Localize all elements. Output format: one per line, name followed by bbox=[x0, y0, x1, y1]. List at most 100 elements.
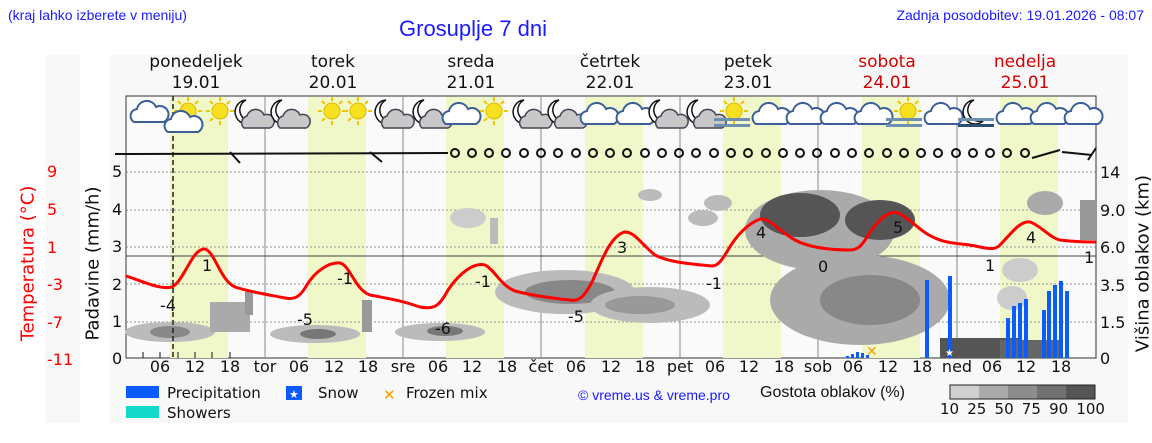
precipitation-bars bbox=[846, 276, 1069, 358]
day-name: četrtek bbox=[579, 52, 641, 72]
frozen-mix-marker: ✕ bbox=[866, 344, 878, 360]
day-date: 20.01 bbox=[308, 73, 358, 93]
day-name: sobota bbox=[858, 52, 916, 72]
temp-tick: 5 bbox=[47, 200, 58, 219]
x-tick: 06 bbox=[427, 357, 449, 376]
x-tick: pet bbox=[666, 357, 694, 376]
page-title: Grosuplje 7 dni bbox=[399, 16, 547, 41]
x-tick: 06 bbox=[704, 357, 726, 376]
x-tick: ned bbox=[941, 357, 973, 376]
day-date: 19.01 bbox=[171, 73, 221, 93]
day-date: 25.01 bbox=[1000, 73, 1050, 93]
temp-ticks: 9 5 1 -3 -7 -11 bbox=[45, 160, 80, 370]
svg-text:1: 1 bbox=[202, 256, 212, 275]
day-name: ponedeljek bbox=[149, 52, 243, 72]
density-tick: 10 bbox=[940, 400, 960, 418]
x-tick: 06 bbox=[981, 357, 1003, 376]
svg-text:1: 1 bbox=[1084, 248, 1094, 267]
temp-tick: -3 bbox=[47, 275, 63, 294]
temp-tick: -11 bbox=[47, 350, 74, 369]
height-tick: 14 bbox=[1100, 163, 1121, 182]
svg-text:-5: -5 bbox=[297, 310, 313, 329]
density-tick: 75 bbox=[1021, 400, 1041, 418]
temp-tick: -7 bbox=[47, 313, 63, 332]
density-tick: 50 bbox=[994, 400, 1014, 418]
density-tick: 25 bbox=[967, 400, 987, 418]
day-date: 24.01 bbox=[862, 73, 912, 93]
legend-precip-swatch bbox=[126, 386, 159, 398]
x-tick: sob bbox=[803, 357, 833, 376]
legend-frozen-mix-icon: ✕ bbox=[383, 386, 396, 404]
precip-tick: 5 bbox=[112, 162, 123, 181]
day-header: nedelja 25.01 bbox=[965, 52, 1085, 94]
day-date: 23.01 bbox=[723, 73, 773, 93]
svg-text:★: ★ bbox=[289, 388, 299, 401]
x-tick: 06 bbox=[288, 357, 310, 376]
x-tick: 18 bbox=[219, 357, 241, 376]
temperature-line bbox=[125, 210, 1097, 310]
x-tick: 18 bbox=[357, 357, 379, 376]
location-hint: (kraj lahko izberete v meniju) bbox=[8, 7, 187, 23]
legend-frozen-mix: Frozen mix bbox=[406, 384, 488, 402]
x-tick: čet bbox=[528, 357, 554, 376]
svg-text:-4: -4 bbox=[160, 296, 176, 315]
day-header: ponedeljek 19.01 bbox=[136, 52, 256, 94]
wind-barbs bbox=[114, 151, 449, 164]
precip-tick: 2 bbox=[112, 275, 123, 294]
svg-text:-1: -1 bbox=[475, 272, 491, 291]
cloud-density-ticks: 10 25 50 75 90 100 bbox=[940, 400, 1105, 418]
height-tick: 9.0 bbox=[1100, 201, 1126, 220]
density-tick: 90 bbox=[1049, 400, 1069, 418]
temp-axis-panel bbox=[45, 55, 80, 423]
copyright-link[interactable]: © vreme.us & vreme.pro bbox=[578, 387, 730, 403]
x-tick: 18 bbox=[496, 357, 518, 376]
snow-marker: ★ bbox=[945, 348, 954, 359]
legend-precipitation: Precipitation bbox=[167, 384, 261, 402]
x-tick: 12 bbox=[877, 357, 899, 376]
day-name: sreda bbox=[447, 52, 495, 72]
weather-icons bbox=[129, 96, 1104, 133]
legend-snow: Snow bbox=[318, 384, 359, 402]
svg-text:-5: -5 bbox=[568, 307, 584, 326]
x-tick: 12 bbox=[738, 357, 760, 376]
x-tick: 12 bbox=[323, 357, 345, 376]
height-tick: 6.0 bbox=[1100, 238, 1126, 257]
svg-text:1: 1 bbox=[985, 256, 995, 275]
svg-text:-1: -1 bbox=[337, 269, 353, 288]
day-date: 22.01 bbox=[585, 73, 635, 93]
svg-text:-1: -1 bbox=[706, 274, 722, 293]
legend-showers-swatch bbox=[126, 406, 159, 418]
day-name: nedelja bbox=[993, 52, 1057, 72]
day-header: sreda 21.01 bbox=[411, 52, 531, 94]
svg-text:4: 4 bbox=[1026, 228, 1036, 247]
last-updated: Zadnja posodobitev: 19.01.2026 - 08:07 bbox=[896, 7, 1144, 23]
day-date: 21.01 bbox=[446, 73, 496, 93]
x-tick: 18 bbox=[773, 357, 795, 376]
precip-tick: 4 bbox=[112, 200, 123, 219]
day-header: petek 23.01 bbox=[688, 52, 808, 94]
temp-annotations: -4 1 -5 -1 -6 -1 -5 3 -1 4 0 5 1 4 1 bbox=[160, 218, 1094, 338]
svg-text:5: 5 bbox=[893, 218, 903, 237]
x-tick: 12 bbox=[600, 357, 622, 376]
height-tick: 3.5 bbox=[1100, 276, 1126, 295]
svg-text:0: 0 bbox=[818, 257, 828, 276]
x-tick: tor bbox=[253, 357, 277, 376]
x-tick: 12 bbox=[461, 357, 483, 376]
svg-text:4: 4 bbox=[756, 223, 766, 242]
height-tick: 0 bbox=[1100, 349, 1111, 368]
day-header: četrtek 22.01 bbox=[550, 52, 670, 94]
precip-tick: 1 bbox=[112, 312, 123, 331]
x-tick: 18 bbox=[1050, 357, 1072, 376]
temp-tick: 9 bbox=[47, 162, 58, 181]
x-tick: 06 bbox=[565, 357, 587, 376]
x-tick: 06 bbox=[842, 357, 864, 376]
x-tick: 06 bbox=[149, 357, 171, 376]
cloud-density-label: Gostota oblakov (%) bbox=[760, 384, 905, 401]
svg-text:3: 3 bbox=[617, 238, 627, 257]
height-tick: 1.5 bbox=[1100, 313, 1126, 332]
cloud-density-scale bbox=[949, 384, 1096, 400]
day-name: torek bbox=[311, 52, 355, 72]
density-tick: 100 bbox=[1076, 400, 1105, 418]
x-tick: 18 bbox=[634, 357, 656, 376]
cloud-density-map bbox=[125, 189, 1096, 358]
